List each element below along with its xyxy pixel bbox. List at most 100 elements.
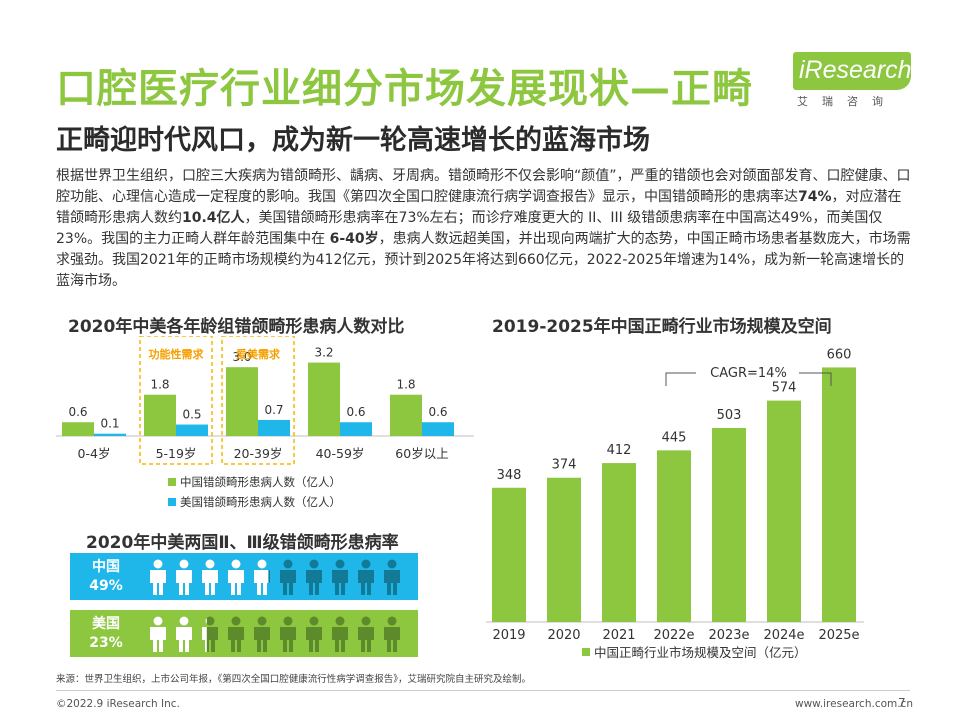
rate-percent: 49% (89, 578, 123, 594)
footer-divider (56, 690, 910, 691)
data-label: 0.5 (182, 408, 201, 422)
data-label: 0.6 (428, 405, 447, 419)
data-label: 574 (772, 381, 797, 396)
logo-text: iResearch (799, 56, 912, 84)
person-icon-row (150, 559, 400, 595)
cagr-bracket-right (799, 372, 832, 386)
bar-market-size (822, 367, 856, 622)
rate-banner-label: 美国 23% (70, 610, 142, 657)
x-tick-label: 2024e (763, 628, 804, 643)
bar-market-size (657, 450, 691, 622)
paragraph-text: ，美国错颌畸形患病率在73%左右；而诊疗难度更大的 II、III 级错颌患病率在… (56, 210, 883, 247)
logo-cn-text: 艾瑞咨询 (797, 95, 897, 108)
bar-market-size (492, 487, 526, 622)
country-name: 中国 (92, 559, 120, 575)
paragraph-highlight: 6-40岁 (329, 231, 379, 247)
x-tick-label: 20-39岁 (234, 446, 283, 461)
data-label: 412 (607, 443, 632, 458)
bar-china (308, 362, 340, 436)
bar-usa (176, 424, 208, 436)
legend-label: 中国错颌畸形患病人数（亿人） (180, 475, 341, 489)
page-subtitle: 正畸迎时代风口，成为新一轮高速增长的蓝海市场 (56, 125, 650, 156)
person-icon (332, 616, 348, 652)
rate-percent: 23% (89, 635, 123, 651)
data-label: 1.8 (150, 378, 169, 392)
paragraph-highlight: 10.4亿人 (182, 210, 245, 226)
person-icon (358, 559, 374, 595)
person-icon (228, 559, 244, 595)
person-icon (254, 559, 270, 595)
x-tick-label: 60岁以上 (395, 446, 448, 461)
x-tick-label: 2022e (653, 628, 694, 643)
data-label: 1.8 (396, 378, 415, 392)
bar-usa (258, 419, 290, 436)
rate-banner: 美国 23% (70, 610, 418, 657)
legend-label: 中国正畸行业市场规模及空间（亿元） (594, 645, 807, 660)
x-tick-label: 2019 (492, 628, 525, 643)
x-tick-label: 2023e (708, 628, 749, 643)
bar-china (62, 422, 94, 436)
person-icon (306, 616, 322, 652)
x-tick-label: 2020 (547, 628, 580, 643)
data-label: 0.6 (346, 405, 365, 419)
x-tick-label: 2021 (602, 628, 635, 643)
person-icon (176, 559, 192, 595)
bar-market-size (767, 400, 801, 622)
data-label: 503 (717, 408, 742, 423)
person-icon (254, 616, 270, 652)
legend-swatch (582, 648, 590, 656)
legend-swatch (168, 498, 176, 506)
bar-market-size (602, 463, 636, 622)
rate-chart-title: 2020年中美两国Ⅱ、Ⅲ级错颌畸形患病率 (86, 533, 399, 553)
bar-usa (340, 422, 372, 436)
website-link[interactable]: www.iresearch.com.cn (795, 698, 914, 710)
paragraph-text: ，对应潜在错颌畸形患病人数约 (56, 189, 902, 226)
person-icon (280, 616, 296, 652)
bar-china (226, 367, 258, 436)
x-tick-label: 0-4岁 (78, 446, 111, 461)
cagr-bracket-left (665, 372, 696, 386)
x-tick-label: 5-19岁 (156, 446, 197, 461)
age-group-bar-chart: 0.6 0.1 0-4岁 1.8 0.5 5-19岁 3.0 0.7 20-39岁 3.2 0.6 4… (56, 336, 474, 509)
person-icon (202, 616, 218, 652)
source-note: 来源：世界卫生组织，上市公司年报，《第四次全国口腔健康流行性病学调查报告》，艾瑞… (56, 674, 532, 685)
bar-market-size (547, 477, 581, 622)
market-size-bar-chart: 348 2019 374 2020 412 2021 445 2022e 503 2023e 574… (486, 347, 864, 660)
page-title: 口腔医疗行业细分市场发展现状—正畸 (56, 66, 753, 112)
iresearch-logo: iResearch 艾瑞咨询 (793, 52, 915, 108)
annotation-label: 爱美需求 (236, 347, 281, 361)
data-label: 348 (497, 468, 522, 483)
data-label: 374 (552, 458, 577, 473)
paragraph-text: ，患病人数远超美国，并出现向两端扩大的态势，中国正畸市场患者基数庞大，市场需求强… (56, 231, 911, 289)
person-icon (384, 559, 400, 595)
bar-china (390, 394, 422, 436)
data-label: 3.2 (314, 346, 333, 360)
data-label: 660 (827, 347, 852, 362)
annotation-label: 功能性需求 (149, 347, 205, 361)
person-icon (332, 559, 348, 595)
data-label: 445 (662, 430, 687, 445)
person-icon (202, 559, 218, 595)
annotation-box (221, 336, 295, 465)
country-name: 美国 (92, 616, 120, 632)
rate-banner-label: 中国 49% (70, 553, 142, 600)
logo-badge (793, 52, 911, 90)
rate-banner: 中国 49% (70, 553, 418, 600)
data-label: 0.7 (264, 403, 283, 417)
person-icon (306, 559, 322, 595)
person-icon (358, 616, 374, 652)
intro-paragraph: 根据世界卫生组织，口腔三大疾病为错颌畸形、龋病、牙周病。错颌畸形不仅会影响“颜值… (56, 166, 912, 292)
right-chart-title: 2019-2025年中国正畸行业市场规模及空间 (492, 317, 832, 337)
data-label: 0.1 (100, 417, 119, 431)
person-icon (150, 616, 166, 652)
page-number: 7 (898, 696, 906, 710)
person-icon (176, 616, 192, 652)
bar-usa (422, 422, 454, 436)
bar-china (144, 394, 176, 436)
person-icon (384, 616, 400, 652)
person-icon (150, 559, 166, 595)
cagr-label: CAGR=14% (710, 366, 787, 381)
legend-label: 美国错颌畸形患病人数（亿人） (180, 495, 341, 509)
legend-swatch (168, 478, 176, 486)
x-tick-label: 40-59岁 (316, 446, 365, 461)
